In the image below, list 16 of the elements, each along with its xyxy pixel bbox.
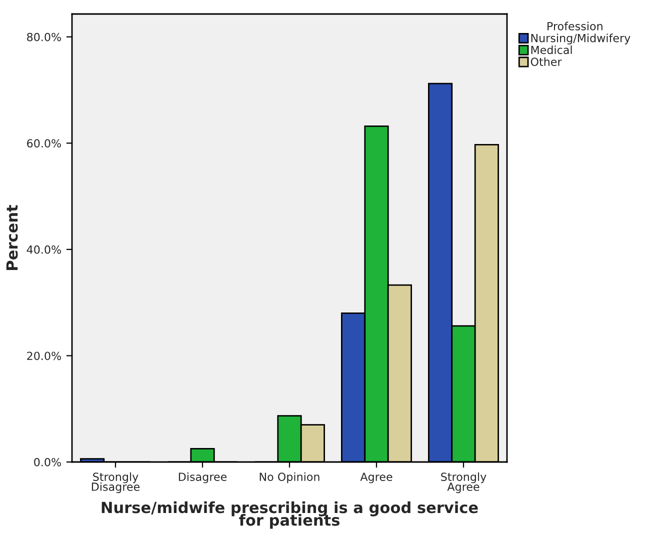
y-tick-label: 40.0% (26, 245, 61, 254)
y-tick-label: 80.0% (27, 32, 61, 42)
legend-label: Nursing/Midwifery (531, 34, 630, 44)
legend-label: Other (530, 57, 562, 66)
y-tick-label: 20.0% (27, 352, 61, 360)
legend-title: Profession (548, 22, 602, 30)
x-tick-label: Strongly Agree (441, 472, 486, 494)
x-tick-label: Agree (360, 472, 392, 484)
legend-label: Medical (531, 46, 572, 54)
y-axis-title: Percent (6, 205, 18, 270)
y-tick-label: 0.0% (34, 458, 61, 466)
y-tick-label: 60.0% (27, 139, 61, 148)
x-tick-label: Strongly Disagree (92, 472, 140, 494)
x-tick-label: Disagree (178, 472, 227, 484)
x-tick-label: No Opinion (260, 472, 320, 484)
x-axis-title: Nurse/midwife prescribing is a good service for patients (102, 501, 478, 529)
